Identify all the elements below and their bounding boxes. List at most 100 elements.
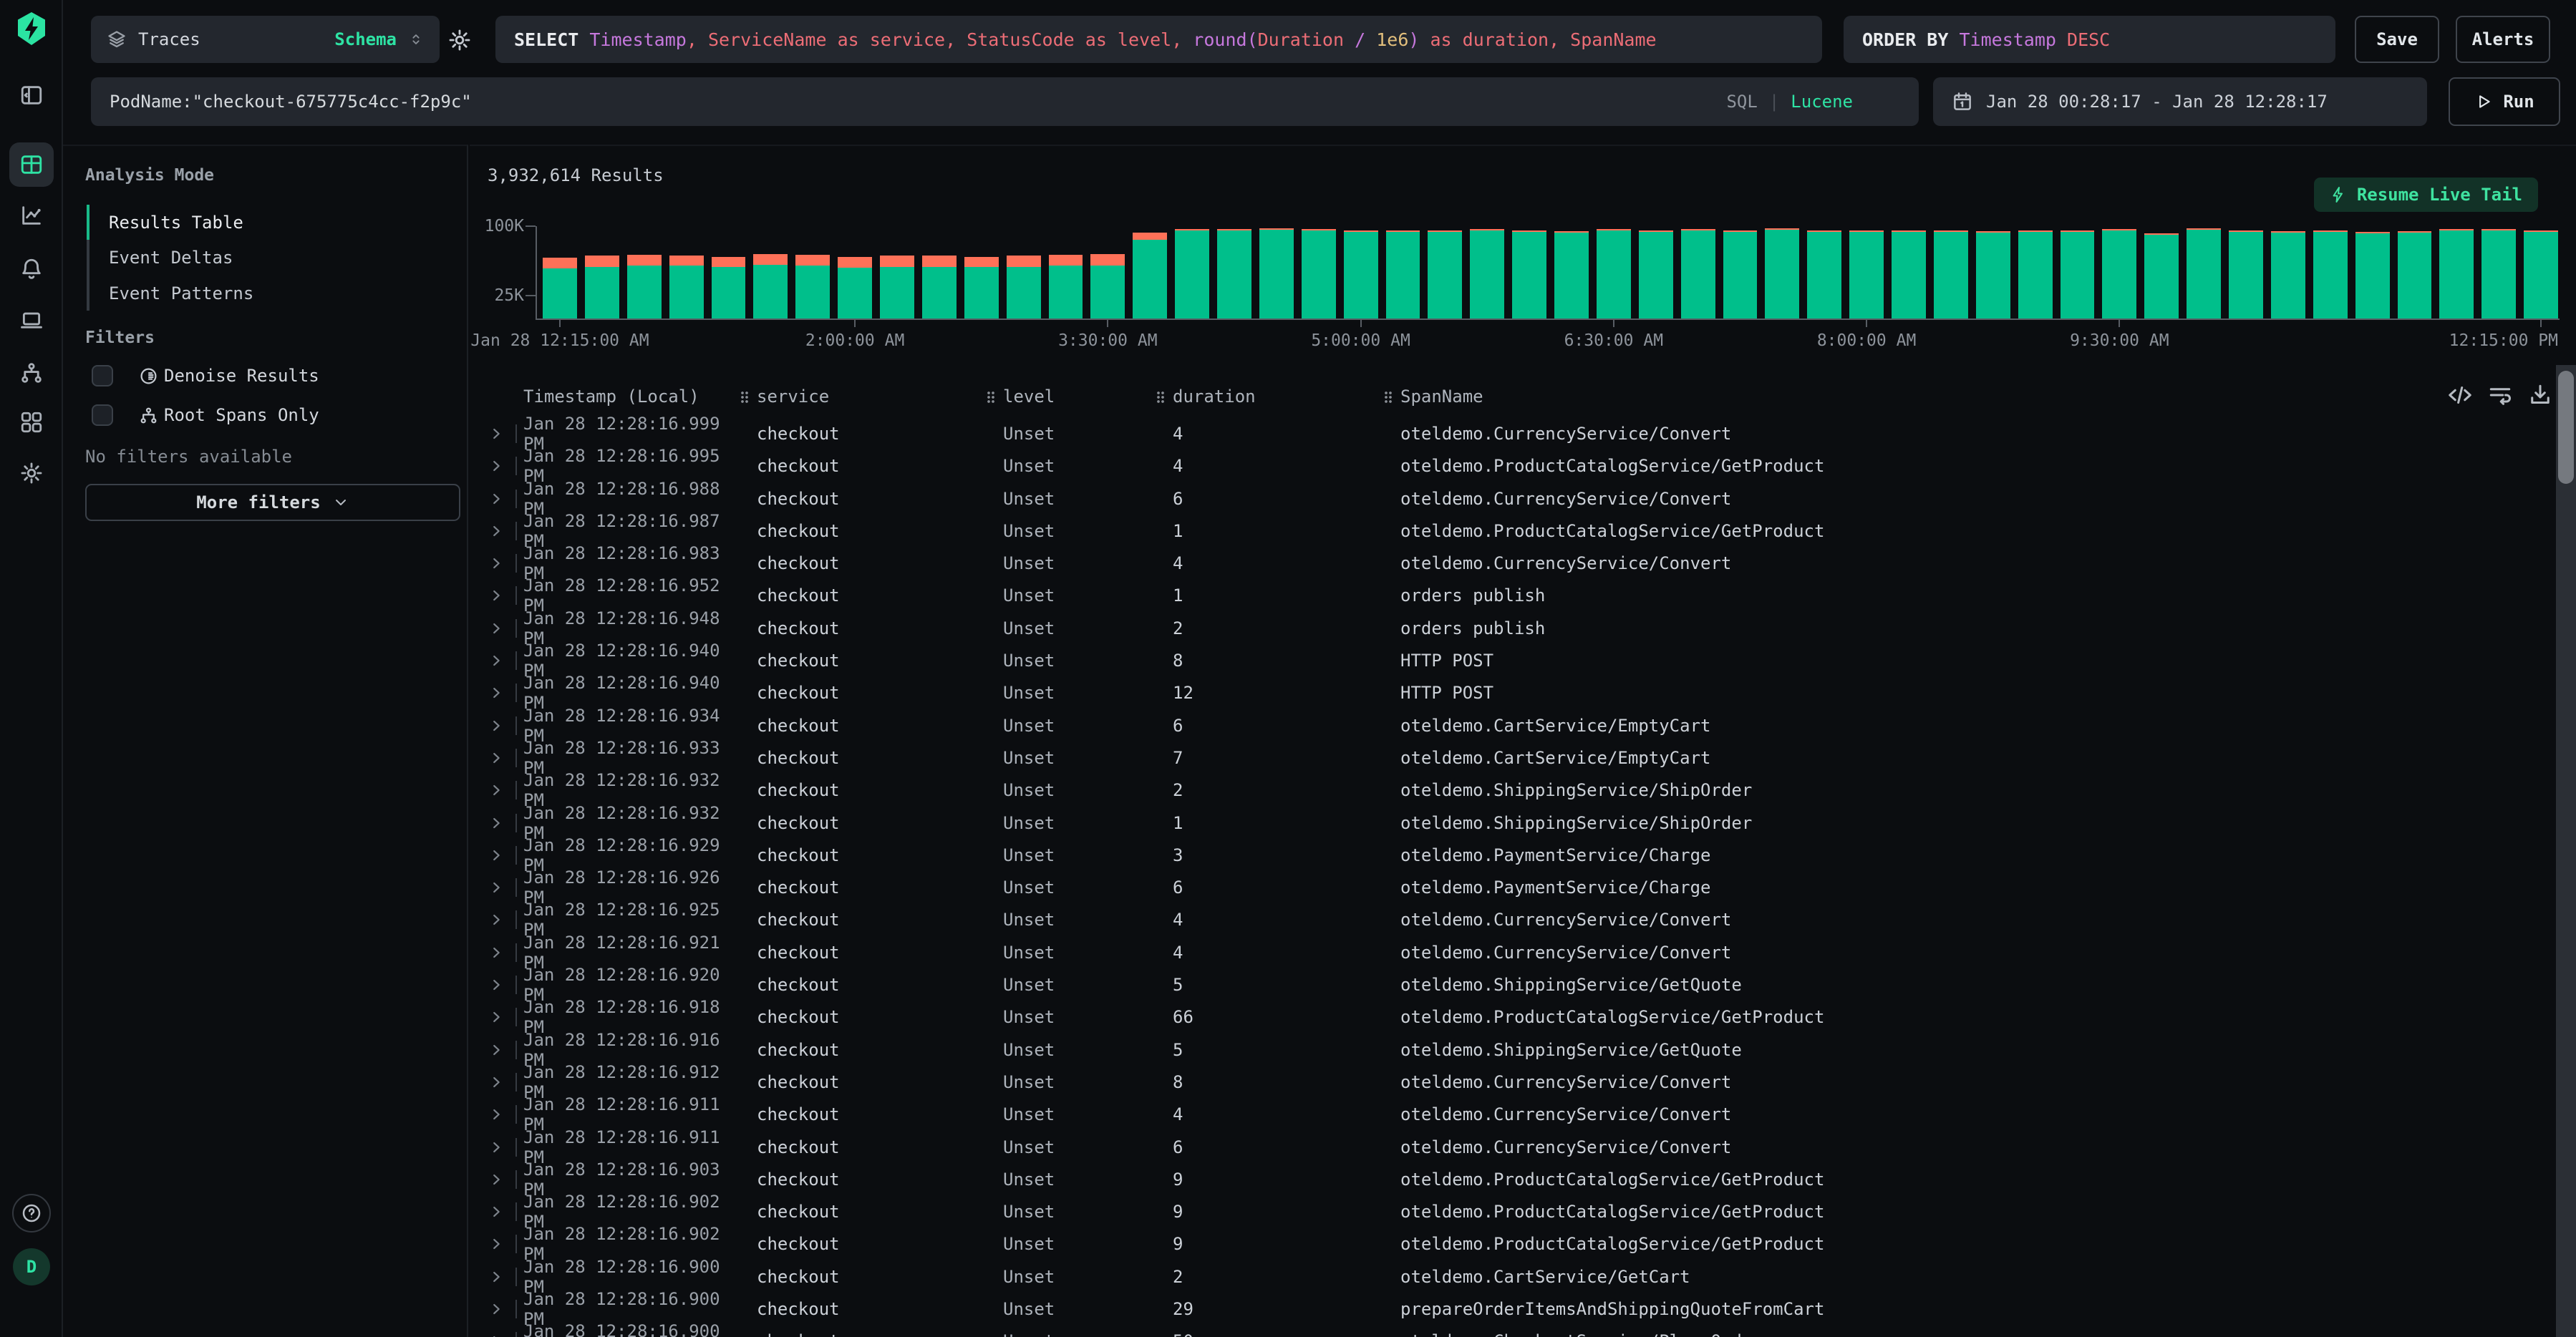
table-row[interactable]: Jan 28 12:28:16.995 PMcheckoutUnset4otel… [470, 446, 2576, 478]
analysis-mode-item[interactable]: Results Table [109, 205, 243, 240]
table-row[interactable]: Jan 28 12:28:16.988 PMcheckoutUnset6otel… [470, 479, 2576, 511]
chevron-right-icon[interactable] [488, 1139, 504, 1155]
chevron-right-icon[interactable] [488, 621, 504, 636]
table-row[interactable]: Jan 28 12:28:16.918 PMcheckoutUnset66ote… [470, 997, 2576, 1029]
table-row[interactable]: Jan 28 12:28:16.929 PMcheckoutUnset3otel… [470, 835, 2576, 867]
chevron-right-icon[interactable] [488, 1009, 504, 1025]
table-row[interactable]: Jan 28 12:28:16.925 PMcheckoutUnset4otel… [470, 900, 2576, 932]
results-table-icon[interactable] [9, 142, 54, 187]
chevron-right-icon[interactable] [488, 1172, 504, 1187]
chevron-right-icon[interactable] [488, 1301, 504, 1317]
chevron-right-icon[interactable] [488, 880, 504, 895]
chevron-right-icon[interactable] [488, 1204, 504, 1220]
help-icon[interactable] [12, 1194, 51, 1233]
table-row[interactable]: Jan 28 12:28:16.932 PMcheckoutUnset2otel… [470, 770, 2576, 802]
select-query-editor[interactable]: SELECT Timestamp, ServiceName as service… [495, 16, 1822, 63]
chevron-right-icon[interactable] [488, 685, 504, 701]
chevron-right-icon[interactable] [488, 458, 504, 474]
analysis-mode-item[interactable]: Event Patterns [109, 276, 253, 311]
table-row[interactable]: Jan 28 12:28:16.912 PMcheckoutUnset8otel… [470, 1062, 2576, 1094]
table-row[interactable]: Jan 28 12:28:16.920 PMcheckoutUnset5otel… [470, 965, 2576, 997]
scrollbar-thumb[interactable] [2558, 371, 2574, 484]
chevron-right-icon[interactable] [488, 555, 504, 571]
hyperdx-logo[interactable] [14, 11, 49, 46]
date-range-picker[interactable]: Jan 28 00:28:17 - Jan 28 12:28:17 [1933, 77, 2427, 126]
scrollbar-track[interactable] [2556, 365, 2576, 1337]
filter-label[interactable]: Root Spans Only [164, 405, 319, 425]
source-select[interactable]: Traces Schema [91, 16, 440, 63]
table-row[interactable]: Jan 28 12:28:16.900 PMcheckoutUnset50ote… [470, 1321, 2576, 1337]
run-button[interactable]: Run [2449, 77, 2560, 126]
table-row[interactable]: Jan 28 12:28:16.952 PMcheckoutUnset1orde… [470, 575, 2576, 608]
language-lucene[interactable]: Lucene [1791, 92, 1853, 112]
table-row[interactable]: Jan 28 12:28:16.933 PMcheckoutUnset7otel… [470, 738, 2576, 770]
panel-collapse-icon[interactable] [15, 79, 48, 112]
more-filters-button[interactable]: More filters [85, 484, 460, 521]
language-sql[interactable]: SQL [1726, 92, 1757, 112]
chevron-right-icon[interactable] [488, 653, 504, 668]
filter-checkbox[interactable] [92, 404, 113, 426]
column-header[interactable]: level [987, 386, 1156, 407]
table-row[interactable]: Jan 28 12:28:16.948 PMcheckoutUnset2orde… [470, 608, 2576, 641]
chevron-right-icon[interactable] [488, 945, 504, 961]
table-row[interactable]: Jan 28 12:28:16.932 PMcheckoutUnset1otel… [470, 803, 2576, 835]
services-hierarchy-icon[interactable] [15, 356, 48, 389]
table-row[interactable]: Jan 28 12:28:16.983 PMcheckoutUnset4otel… [470, 543, 2576, 575]
analysis-mode-item[interactable]: Event Deltas [109, 240, 233, 276]
dashboards-grid-icon[interactable] [15, 406, 48, 439]
source-settings-gear-icon[interactable] [445, 26, 474, 54]
search-input[interactable] [110, 92, 1726, 112]
sessions-laptop-icon[interactable] [15, 304, 48, 337]
save-button[interactable]: Save [2355, 16, 2439, 63]
chevron-right-icon[interactable] [488, 782, 504, 798]
table-row[interactable]: Jan 28 12:28:16.940 PMcheckoutUnset12HTT… [470, 673, 2576, 705]
chevron-right-icon[interactable] [488, 718, 504, 734]
chevron-right-icon[interactable] [488, 750, 504, 766]
table-row[interactable]: Jan 28 12:28:16.940 PMcheckoutUnset8HTTP… [470, 641, 2576, 673]
drag-grip-icon[interactable] [740, 391, 748, 403]
filter-label[interactable]: Denoise Results [164, 366, 319, 386]
chevron-right-icon[interactable] [488, 1236, 504, 1252]
chevron-right-icon[interactable] [488, 491, 504, 507]
column-header[interactable]: service [740, 386, 987, 407]
chevron-right-icon[interactable] [488, 912, 504, 928]
table-row[interactable]: Jan 28 12:28:16.900 PMcheckoutUnset2otel… [470, 1257, 2576, 1289]
order-by-editor[interactable]: ORDER BY Timestamp DESC [1844, 16, 2335, 63]
table-row[interactable]: Jan 28 12:28:16.999 PMcheckoutUnset4otel… [470, 414, 2576, 446]
user-avatar[interactable]: D [13, 1248, 50, 1285]
chevron-right-icon[interactable] [488, 1074, 504, 1090]
table-row[interactable]: Jan 28 12:28:16.921 PMcheckoutUnset4otel… [470, 933, 2576, 965]
drag-grip-icon[interactable] [987, 391, 994, 403]
column-header[interactable]: duration [1156, 386, 1384, 407]
chevron-right-icon[interactable] [488, 1333, 504, 1337]
filter-checkbox[interactable] [92, 365, 113, 386]
chevron-right-icon[interactable] [488, 847, 504, 863]
chevron-right-icon[interactable] [488, 815, 504, 831]
column-header[interactable]: Timestamp (Local) [523, 386, 740, 407]
download-icon[interactable] [2527, 382, 2553, 408]
chevron-right-icon[interactable] [488, 977, 504, 993]
code-icon[interactable] [2447, 382, 2473, 408]
table-row[interactable]: Jan 28 12:28:16.916 PMcheckoutUnset5otel… [470, 1030, 2576, 1062]
table-row[interactable]: Jan 28 12:28:16.987 PMcheckoutUnset1otel… [470, 511, 2576, 543]
drag-grip-icon[interactable] [1384, 391, 1392, 403]
chart-explorer-icon[interactable] [15, 199, 48, 232]
wrap-text-icon[interactable] [2487, 382, 2513, 408]
alerts-button[interactable]: Alerts [2456, 16, 2550, 63]
chevron-right-icon[interactable] [488, 523, 504, 539]
table-row[interactable]: Jan 28 12:28:16.926 PMcheckoutUnset6otel… [470, 867, 2576, 900]
drag-grip-icon[interactable] [1156, 391, 1164, 403]
table-row[interactable]: Jan 28 12:28:16.903 PMcheckoutUnset9otel… [470, 1159, 2576, 1192]
table-row[interactable]: Jan 28 12:28:16.902 PMcheckoutUnset9otel… [470, 1192, 2576, 1224]
chevron-right-icon[interactable] [488, 1269, 504, 1285]
chevron-right-icon[interactable] [488, 426, 504, 442]
table-row[interactable]: Jan 28 12:28:16.911 PMcheckoutUnset4otel… [470, 1094, 2576, 1127]
alerts-bell-icon[interactable] [15, 253, 48, 286]
chevron-right-icon[interactable] [488, 1042, 504, 1058]
settings-gear-icon[interactable] [15, 457, 48, 490]
chevron-right-icon[interactable] [488, 1107, 504, 1122]
table-row[interactable]: Jan 28 12:28:16.900 PMcheckoutUnset29pre… [470, 1289, 2576, 1321]
table-row[interactable]: Jan 28 12:28:16.934 PMcheckoutUnset6otel… [470, 706, 2576, 738]
chevron-right-icon[interactable] [488, 588, 504, 603]
table-row[interactable]: Jan 28 12:28:16.902 PMcheckoutUnset9otel… [470, 1224, 2576, 1256]
